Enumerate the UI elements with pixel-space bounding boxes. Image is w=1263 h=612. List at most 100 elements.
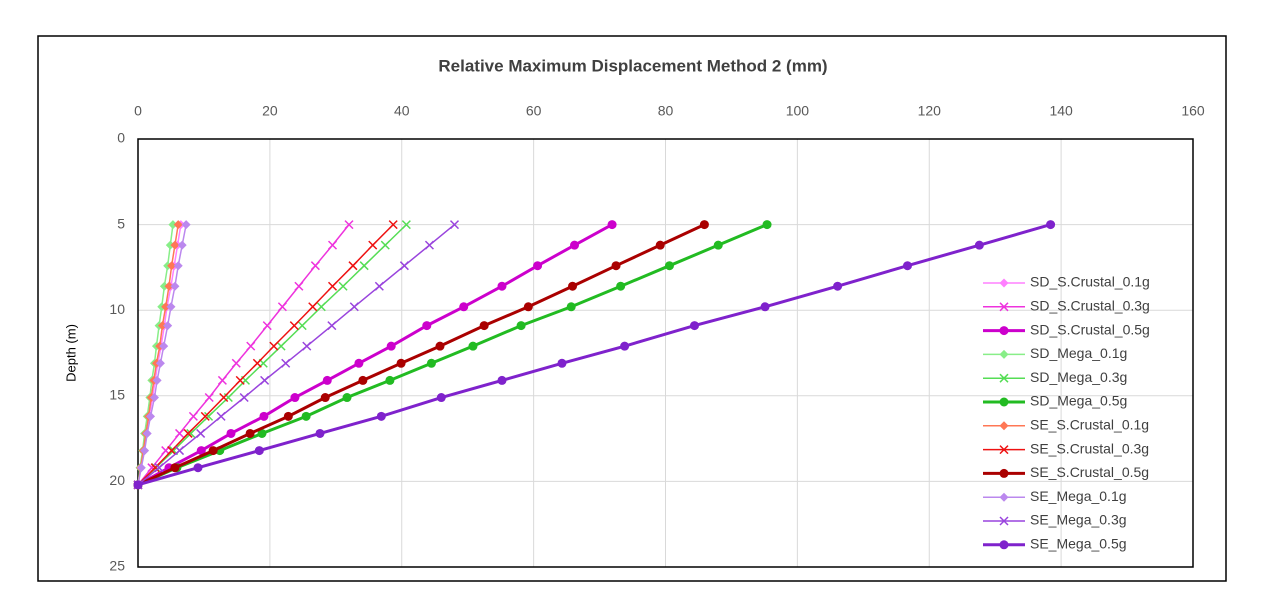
- legend-label: SD_Mega_0.1g: [1030, 345, 1127, 361]
- y-tick-label: 0: [117, 130, 125, 146]
- marker: [196, 428, 206, 438]
- marker: [204, 392, 214, 403]
- marker: [289, 321, 299, 331]
- marker: [607, 220, 617, 230]
- marker: [401, 220, 411, 230]
- marker: [999, 468, 1009, 478]
- marker: [252, 358, 262, 368]
- marker: [368, 240, 378, 250]
- marker: [1046, 220, 1056, 230]
- marker: [181, 220, 191, 230]
- marker: [999, 349, 1009, 359]
- marker: [468, 341, 478, 351]
- x-tick-label: 20: [262, 103, 278, 119]
- y-axis-label: Depth (m): [63, 324, 78, 382]
- x-tick-label: 120: [918, 103, 942, 119]
- marker: [435, 341, 445, 351]
- marker: [166, 302, 176, 312]
- marker: [459, 302, 469, 312]
- marker: [159, 341, 169, 351]
- legend-label: SD_S.Crustal_0.3g: [1030, 298, 1150, 314]
- marker: [277, 302, 287, 312]
- marker: [170, 281, 180, 291]
- marker: [320, 393, 330, 403]
- marker: [133, 480, 143, 490]
- marker: [999, 445, 1009, 455]
- marker: [283, 411, 293, 421]
- x-tick-label: 160: [1181, 103, 1205, 119]
- marker: [315, 428, 325, 438]
- marker: [231, 358, 241, 368]
- marker: [257, 428, 267, 438]
- marker: [516, 321, 526, 331]
- marker: [235, 375, 245, 385]
- marker: [690, 321, 700, 331]
- marker: [146, 411, 156, 421]
- marker: [386, 341, 396, 351]
- marker: [310, 261, 320, 271]
- marker: [157, 321, 167, 331]
- marker: [349, 302, 359, 312]
- marker: [297, 321, 307, 331]
- legend-label: SE_Mega_0.3g: [1030, 512, 1127, 528]
- marker: [338, 281, 348, 291]
- marker: [308, 302, 318, 312]
- marker: [999, 302, 1009, 312]
- marker: [354, 358, 364, 368]
- marker: [165, 240, 175, 250]
- marker: [322, 375, 332, 385]
- marker: [208, 446, 218, 456]
- marker: [269, 341, 279, 351]
- marker: [396, 358, 406, 368]
- marker: [175, 446, 185, 456]
- x-tick-label: 40: [394, 103, 410, 119]
- legend-label: SE_Mega_0.1g: [1030, 488, 1127, 504]
- x-tick-label: 80: [658, 103, 674, 119]
- marker: [204, 411, 214, 421]
- marker: [999, 278, 1009, 288]
- marker: [999, 373, 1009, 383]
- marker: [616, 281, 626, 291]
- marker: [159, 281, 169, 291]
- marker: [173, 220, 183, 230]
- marker: [316, 302, 326, 312]
- legend-label: SE_Mega_0.5g: [1030, 536, 1127, 552]
- marker: [523, 302, 533, 312]
- marker: [699, 220, 709, 230]
- marker: [290, 393, 300, 403]
- marker: [833, 281, 843, 291]
- marker: [902, 261, 912, 271]
- y-tick-label: 20: [109, 472, 125, 488]
- marker: [385, 375, 395, 385]
- marker: [188, 411, 198, 421]
- marker: [497, 281, 507, 291]
- legend-label: SE_S.Crustal_0.5g: [1030, 464, 1149, 480]
- marker: [422, 321, 432, 331]
- marker: [426, 358, 436, 368]
- marker: [399, 261, 409, 271]
- legend-label: SD_Mega_0.5g: [1030, 393, 1127, 409]
- marker: [183, 428, 193, 438]
- marker: [173, 261, 183, 271]
- marker: [294, 281, 304, 291]
- marker: [327, 321, 337, 331]
- marker: [168, 220, 178, 230]
- marker: [246, 341, 256, 351]
- marker: [570, 240, 580, 250]
- y-tick-label: 15: [109, 387, 125, 403]
- marker: [170, 240, 180, 250]
- marker: [217, 375, 227, 385]
- marker: [149, 393, 159, 403]
- marker: [239, 392, 249, 403]
- marker: [533, 261, 543, 271]
- marker: [327, 240, 338, 250]
- marker: [262, 321, 272, 331]
- marker: [999, 492, 1009, 502]
- marker: [167, 446, 177, 456]
- marker: [302, 341, 312, 351]
- y-tick-label: 5: [117, 215, 125, 231]
- marker: [276, 341, 286, 351]
- legend-label: SD_S.Crustal_0.1g: [1030, 274, 1150, 290]
- marker: [200, 411, 210, 421]
- marker: [216, 411, 226, 421]
